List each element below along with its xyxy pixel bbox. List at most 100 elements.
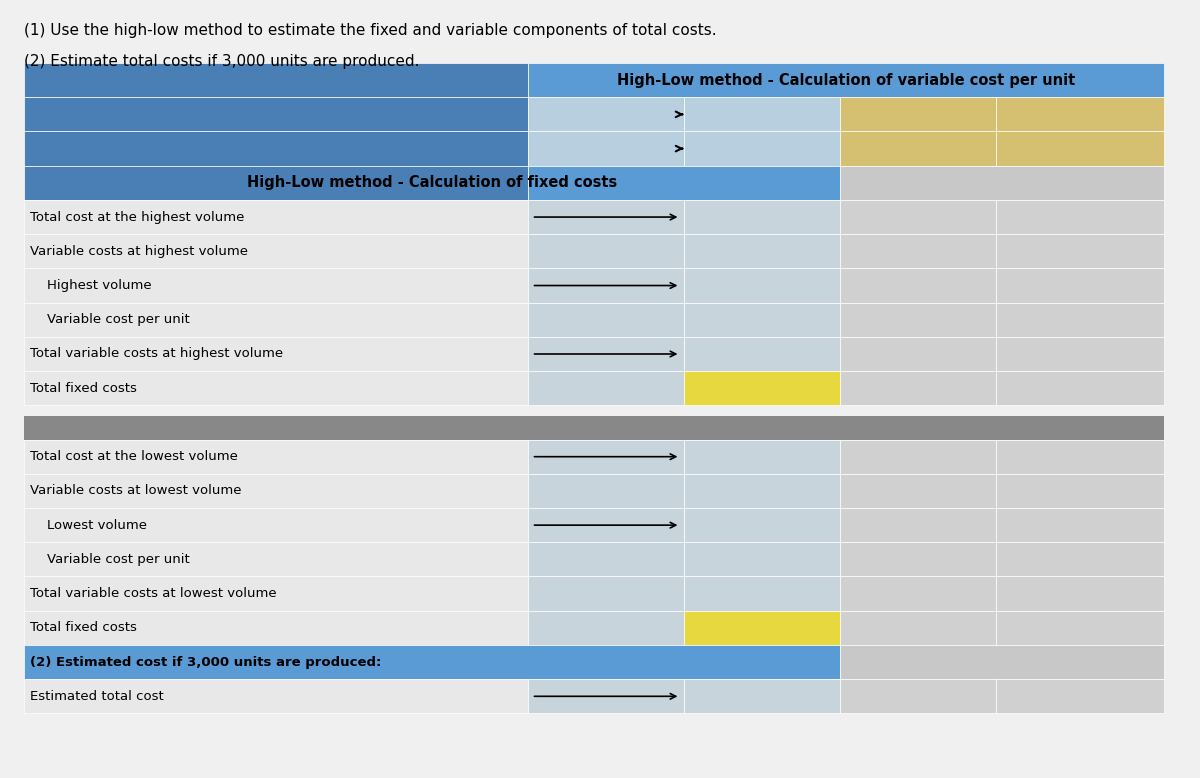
Bar [840, 97, 996, 131]
Text: Variable costs at lowest volume: Variable costs at lowest volume [30, 485, 241, 497]
Bar [996, 542, 1164, 576]
Bar [840, 611, 996, 645]
Bar [24, 415, 1164, 440]
Bar [996, 440, 1164, 474]
Bar [24, 131, 528, 166]
Bar [24, 611, 528, 645]
Bar [528, 508, 684, 542]
Text: (2) Estimated cost if 3,000 units are produced:: (2) Estimated cost if 3,000 units are pr… [30, 656, 382, 668]
Bar [840, 542, 996, 576]
Bar [840, 131, 996, 166]
Bar [528, 611, 684, 645]
Text: High-Low method - Calculation of variable cost per unit: High-Low method - Calculation of variabl… [617, 72, 1075, 88]
Bar [684, 337, 840, 371]
Bar [528, 337, 684, 371]
Bar [684, 268, 840, 303]
Bar [684, 474, 840, 508]
Text: Total fixed costs: Total fixed costs [30, 622, 137, 634]
Bar [684, 234, 840, 268]
Bar [996, 679, 1164, 713]
Text: Total variable costs at lowest volume: Total variable costs at lowest volume [30, 587, 277, 600]
Bar [24, 542, 528, 576]
Text: (2) Estimate total costs if 3,000 units are produced.: (2) Estimate total costs if 3,000 units … [24, 54, 420, 69]
Bar [24, 440, 528, 474]
Bar [528, 474, 684, 508]
Bar [24, 474, 528, 508]
Bar [24, 63, 528, 97]
Bar [528, 166, 840, 200]
Bar [840, 371, 996, 405]
Bar [24, 679, 528, 713]
Bar [24, 303, 528, 337]
Bar [840, 337, 996, 371]
Bar [996, 611, 1164, 645]
Bar [684, 440, 840, 474]
Bar [24, 234, 528, 268]
Bar [24, 337, 528, 371]
Bar [24, 97, 528, 131]
Text: Lowest volume: Lowest volume [30, 519, 148, 531]
Bar [684, 303, 840, 337]
Text: Total cost at the highest volume: Total cost at the highest volume [30, 211, 245, 223]
Bar [996, 474, 1164, 508]
Bar [840, 234, 996, 268]
Bar [840, 200, 996, 234]
Bar [24, 200, 528, 234]
Bar [684, 679, 840, 713]
Bar [684, 542, 840, 576]
Bar [528, 131, 684, 166]
Text: (1) Use the high-low method to estimate the fixed and variable components of tot: (1) Use the high-low method to estimate … [24, 23, 716, 38]
Bar [996, 303, 1164, 337]
Bar [528, 234, 684, 268]
Bar [684, 200, 840, 234]
Text: Highest volume: Highest volume [30, 279, 151, 292]
Bar [528, 440, 684, 474]
Bar [528, 303, 684, 337]
Bar [528, 63, 1164, 97]
Bar [684, 508, 840, 542]
Bar [684, 576, 840, 611]
Bar [684, 371, 840, 405]
Bar [996, 200, 1164, 234]
Bar [996, 97, 1164, 131]
Bar [996, 371, 1164, 405]
Bar [996, 131, 1164, 166]
Bar [996, 234, 1164, 268]
Text: Total variable costs at highest volume: Total variable costs at highest volume [30, 348, 283, 360]
Bar [840, 508, 996, 542]
Bar [684, 131, 840, 166]
Bar [840, 645, 1164, 679]
Bar [24, 166, 528, 200]
Bar [840, 268, 996, 303]
Bar [996, 576, 1164, 611]
Bar [840, 576, 996, 611]
Bar [840, 440, 996, 474]
Bar [528, 542, 684, 576]
Bar [840, 303, 996, 337]
Text: Variable cost per unit: Variable cost per unit [30, 314, 190, 326]
Text: Estimated total cost: Estimated total cost [30, 690, 163, 703]
Text: Variable costs at highest volume: Variable costs at highest volume [30, 245, 248, 258]
Bar [528, 200, 684, 234]
Bar [996, 508, 1164, 542]
Bar [24, 371, 528, 405]
Bar [996, 337, 1164, 371]
Bar [528, 371, 684, 405]
Bar [24, 645, 840, 679]
Text: Total cost at the lowest volume: Total cost at the lowest volume [30, 450, 238, 463]
Bar [840, 166, 1164, 200]
Bar [24, 508, 528, 542]
Bar [840, 679, 996, 713]
Bar [528, 97, 684, 131]
Text: Total fixed costs: Total fixed costs [30, 382, 137, 394]
Bar [996, 268, 1164, 303]
Bar [528, 268, 684, 303]
Bar [24, 576, 528, 611]
Text: Variable cost per unit: Variable cost per unit [30, 553, 190, 566]
Bar [24, 268, 528, 303]
Bar [684, 611, 840, 645]
Bar [528, 679, 684, 713]
Bar [840, 474, 996, 508]
Bar [684, 97, 840, 131]
Bar [528, 576, 684, 611]
